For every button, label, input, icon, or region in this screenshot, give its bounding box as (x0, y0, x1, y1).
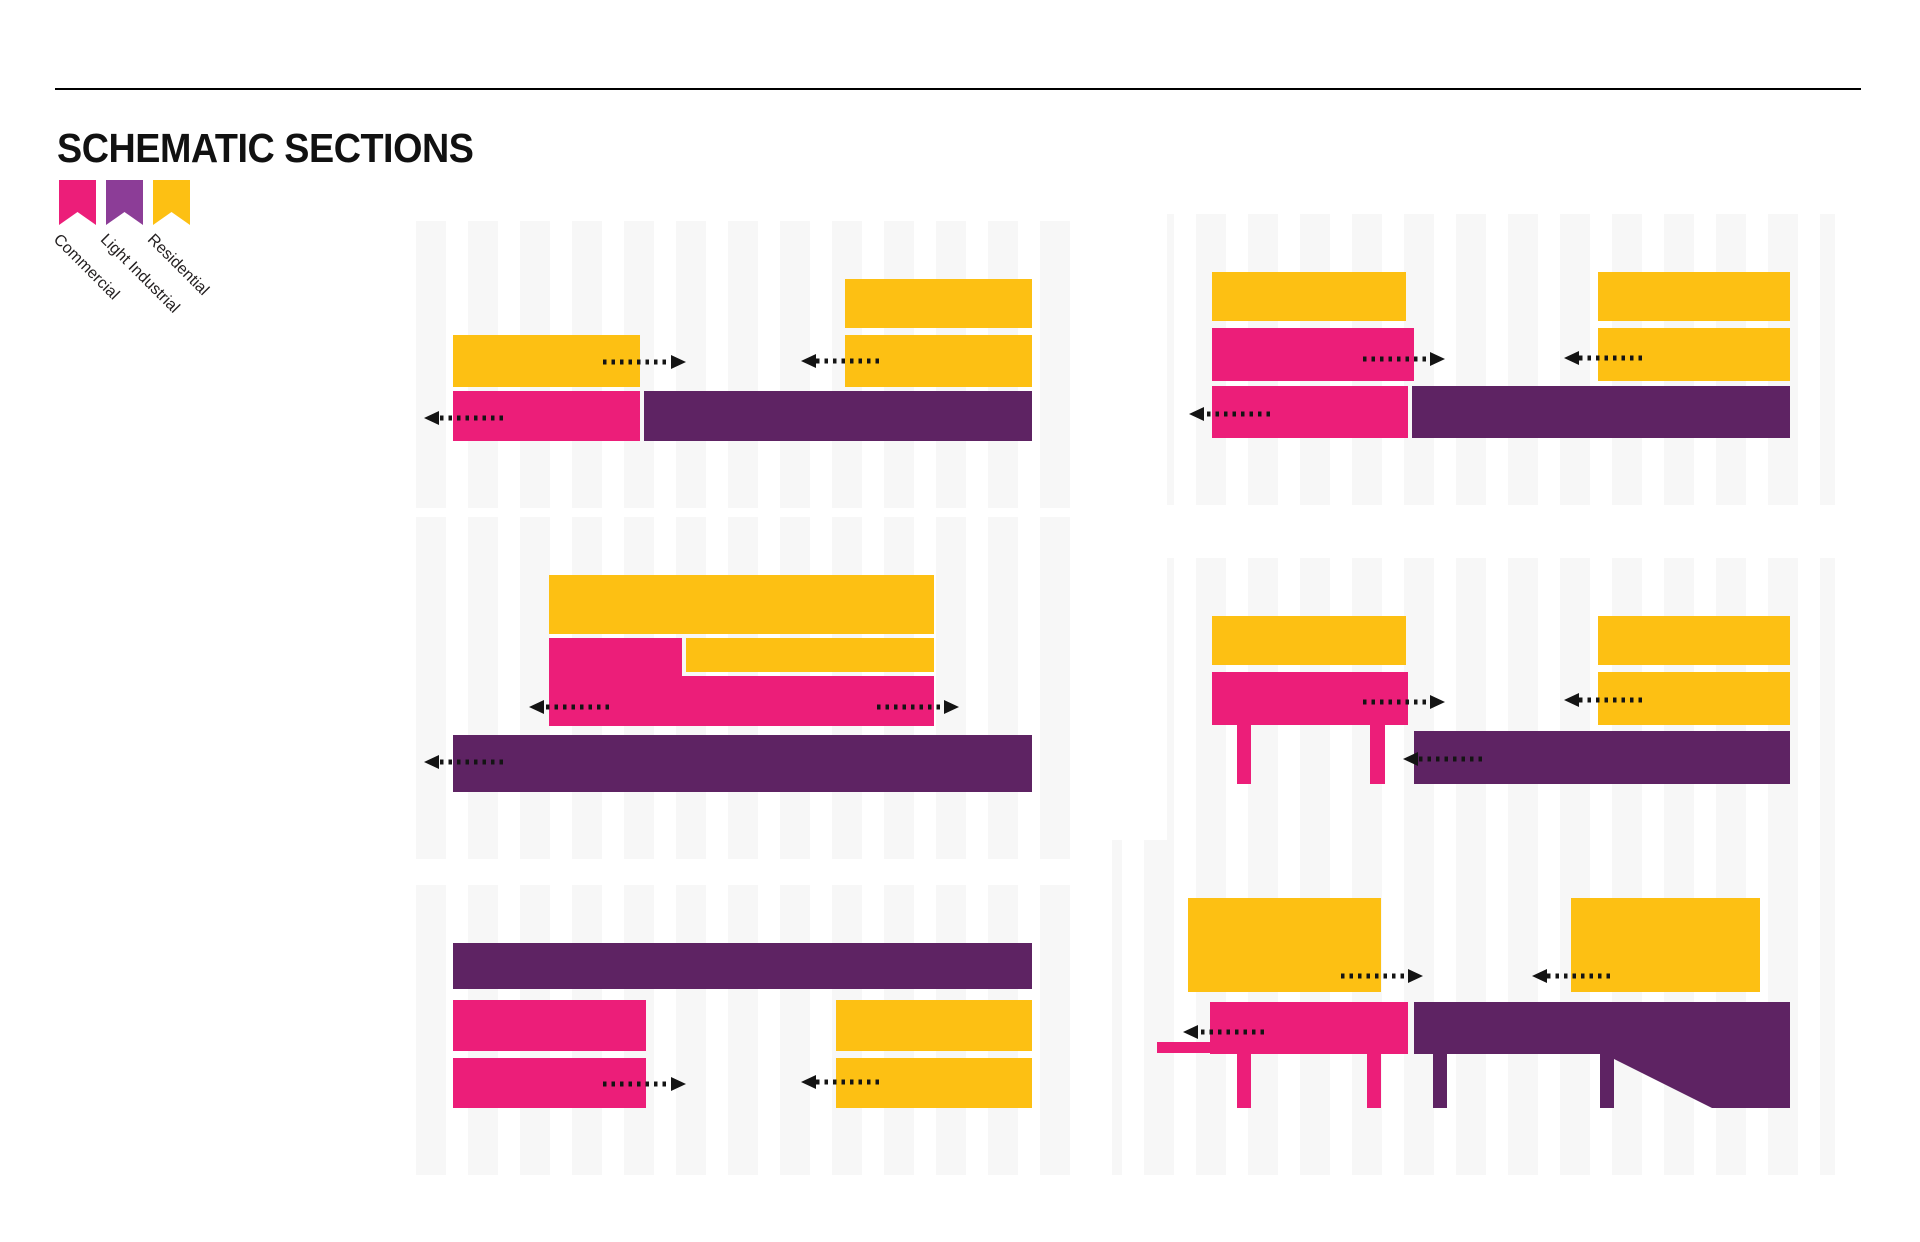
commercial-block (1212, 672, 1408, 725)
commercial-block (1237, 1054, 1251, 1108)
residential-block (1598, 328, 1790, 381)
commercial-block (1367, 1054, 1381, 1108)
commercial-block (1212, 328, 1414, 381)
residential-block (453, 335, 640, 387)
residential-block (1598, 616, 1790, 665)
commercial-block (1237, 725, 1251, 784)
legend-item-commercial: Commercial (50, 180, 122, 303)
residential-block (1188, 898, 1381, 992)
residential-block (1212, 616, 1406, 665)
industrial-block (1412, 386, 1790, 438)
direction-arrow-head (1430, 352, 1445, 366)
commercial-block (1157, 1042, 1212, 1053)
residential-block (1571, 898, 1760, 992)
commercial-block (453, 1058, 646, 1108)
commercial-block (1212, 386, 1408, 438)
direction-arrow-head (1183, 1025, 1198, 1039)
legend-item-light-industrial: Light Industrial (97, 180, 183, 317)
industrial-block (644, 391, 1032, 441)
commercial-flag-icon (59, 180, 96, 225)
header-rule (55, 88, 1861, 90)
residential-block (845, 335, 1032, 387)
direction-arrow-head (1403, 752, 1418, 766)
residential-block (549, 575, 934, 634)
direction-arrow-head (424, 411, 439, 425)
commercial-block (549, 638, 682, 680)
page-title: SCHEMATIC SECTIONS (57, 125, 474, 172)
commercial-block (453, 391, 640, 441)
direction-arrow-head (671, 1077, 686, 1091)
residential-block (1598, 672, 1790, 725)
direction-arrow-head (1564, 693, 1579, 707)
industrial-block (1604, 1054, 1790, 1108)
light-industrial-flag-icon (106, 180, 143, 225)
residential-flag-icon (153, 180, 190, 225)
industrial-block (1414, 731, 1790, 784)
residential-block (686, 638, 934, 672)
direction-arrow-head (1408, 969, 1423, 983)
direction-arrow-head (1430, 695, 1445, 709)
residential-block (845, 279, 1032, 328)
legend: Commercial Light Industrial Residential (50, 180, 319, 320)
legend-item-residential: Residential (144, 180, 212, 299)
direction-arrow-head (529, 700, 544, 714)
direction-arrow-head (671, 355, 686, 369)
commercial-block (549, 676, 934, 726)
industrial-block (1600, 1054, 1614, 1108)
industrial-block (453, 943, 1032, 989)
commercial-block (453, 1000, 646, 1051)
direction-arrow-head (1564, 351, 1579, 365)
section-2 (1167, 214, 1835, 505)
residential-block (1212, 272, 1406, 321)
section-4 (1167, 558, 1835, 851)
direction-arrow-head (1189, 407, 1204, 421)
industrial-block (1414, 1002, 1790, 1054)
direction-arrow-head (801, 1075, 816, 1089)
section-3 (408, 517, 1077, 859)
industrial-block (453, 735, 1032, 792)
residential-block (836, 1000, 1032, 1051)
direction-arrow-head (944, 700, 959, 714)
commercial-block (1370, 725, 1385, 784)
residential-block (836, 1058, 1032, 1108)
section-5 (408, 885, 1077, 1175)
industrial-block (1433, 1054, 1447, 1108)
direction-arrow-head (424, 755, 439, 769)
direction-arrow-head (801, 354, 816, 368)
direction-arrow-head (1532, 969, 1547, 983)
residential-block (1598, 272, 1790, 321)
section-6 (1112, 840, 1835, 1175)
section-1 (408, 221, 1077, 508)
commercial-block (1210, 1002, 1408, 1054)
